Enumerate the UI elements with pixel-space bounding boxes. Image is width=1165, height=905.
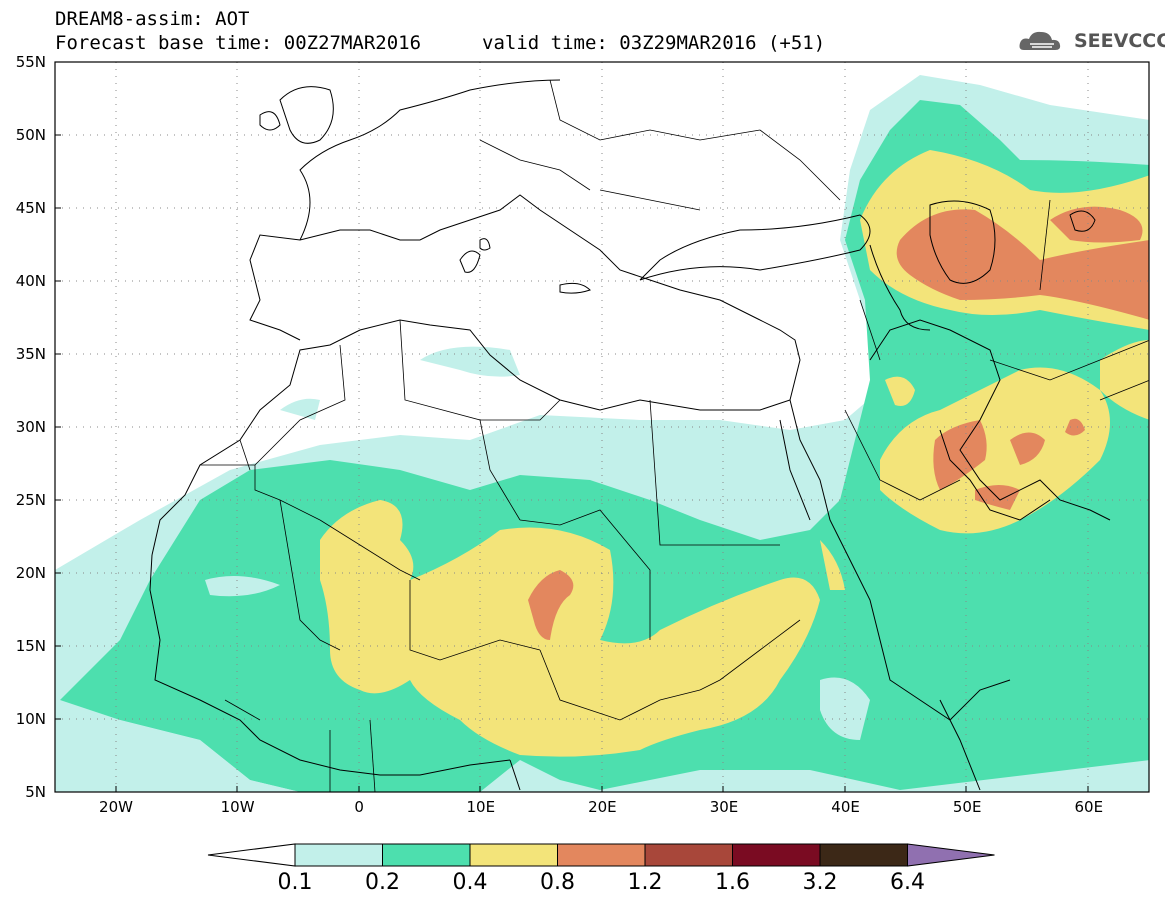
lat-label: 55N <box>15 53 46 71</box>
lat-label: 15N <box>15 637 46 655</box>
borders <box>200 79 1149 792</box>
lat-label: 50N <box>15 126 46 144</box>
lon-label: 60E <box>1074 798 1104 816</box>
lat-label: 25N <box>15 491 46 509</box>
legend-level-label: 3.2 <box>802 870 838 895</box>
legend-level-label: 1.6 <box>715 870 750 895</box>
legend-extend-low <box>207 843 296 867</box>
legend-swatch <box>644 843 733 867</box>
legend-swatch <box>732 843 821 867</box>
lat-label: 45N <box>15 199 46 217</box>
legend-swatch <box>294 843 383 867</box>
axis-ticks <box>55 61 1089 793</box>
lon-label: 50E <box>952 798 982 816</box>
lat-label: 35N <box>15 345 46 363</box>
legend-extend-high <box>907 843 995 867</box>
cloud-icon <box>1019 31 1061 50</box>
legend-swatch <box>382 843 471 867</box>
legend-swatch <box>819 843 908 867</box>
legend-level-label: 1.2 <box>627 870 663 895</box>
legend-level-label: 0.4 <box>452 870 488 895</box>
legend-level-label: 6.4 <box>890 870 925 895</box>
lon-label: 10W <box>220 798 255 816</box>
lat-label: 5N <box>25 783 46 801</box>
lon-label: 30E <box>709 798 739 816</box>
lon-label: 20E <box>588 798 617 816</box>
coastlines <box>149 79 1111 791</box>
legend-swatch <box>469 843 558 867</box>
lat-label: 40N <box>15 272 46 290</box>
legend-swatch <box>557 843 646 867</box>
graticule <box>55 62 1149 792</box>
lon-label: 0 <box>354 798 364 816</box>
legend-level-label: 0.1 <box>277 870 313 895</box>
lon-label: 40E <box>831 798 860 816</box>
lat-label: 20N <box>15 564 46 582</box>
valid-time: valid time: 03Z29MAR2016 (+51) <box>482 32 826 54</box>
lat-label: 10N <box>15 710 46 728</box>
forecast-base-time: Forecast base time: 00Z27MAR2016 <box>55 32 422 54</box>
lat-label: 30N <box>15 418 46 436</box>
legend-level-label: 0.2 <box>365 870 400 895</box>
logo-text: SEEVCCC <box>1074 30 1165 52</box>
lon-label: 10E <box>466 798 496 816</box>
legend-level-label: 0.8 <box>540 870 575 895</box>
map-title: DREAM8-assim: AOT <box>55 8 250 30</box>
aot-contours <box>55 62 1149 792</box>
lon-label: 20W <box>99 798 133 816</box>
